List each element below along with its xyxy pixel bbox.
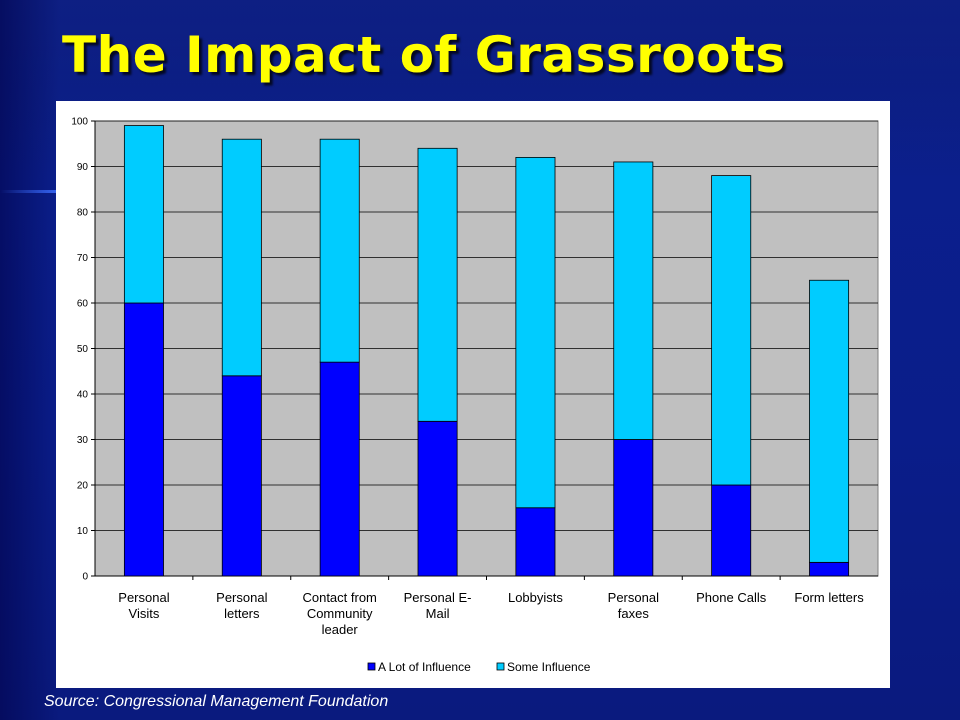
y-tick-label: 50: [77, 344, 89, 355]
bar-a-lot-of-influence: [123, 302, 164, 577]
y-tick-label: 0: [82, 572, 88, 583]
y-tick-label: 100: [71, 117, 88, 128]
legend-label: Some Influence: [507, 660, 591, 674]
stacked-bar-chart: 0102030405060708090100PersonalVisitsPers…: [71, 117, 879, 674]
x-category-label: leader: [322, 622, 359, 637]
x-category-label: Phone Calls: [696, 590, 767, 605]
legend-swatch: [496, 662, 505, 671]
bar-some-influence: [417, 147, 458, 422]
bar-a-lot-of-influence: [809, 561, 850, 577]
legend-swatch: [367, 662, 376, 671]
y-tick-label: 90: [77, 162, 89, 173]
y-tick-label: 80: [77, 208, 89, 219]
x-category-label: Visits: [129, 606, 160, 621]
bar-a-lot-of-influence: [515, 507, 556, 577]
slide-title: The Impact of Grassroots: [62, 26, 786, 84]
bar-some-influence: [515, 157, 556, 509]
y-tick-label: 20: [77, 481, 89, 492]
x-category-label: faxes: [618, 606, 650, 621]
y-tick-label: 10: [77, 526, 89, 537]
source-note: Source: Congressional Management Foundat…: [44, 693, 389, 710]
x-category-label: Personal: [216, 590, 267, 605]
x-category-label: Lobbyists: [508, 590, 563, 605]
x-category-label: Form letters: [794, 590, 864, 605]
chart-container: 0 10 20 30 40 50 60 70 80 90 100 Personal Visits Pers…: [56, 101, 890, 688]
bar-some-influence: [809, 279, 850, 563]
x-category-label: Personal: [608, 590, 659, 605]
bar-some-influence: [123, 125, 164, 304]
legend-label: A Lot of Influence: [378, 660, 471, 674]
x-category-label: Personal: [118, 590, 169, 605]
y-tick-label: 60: [77, 299, 89, 310]
bar-a-lot-of-influence: [319, 361, 360, 577]
decorative-line: [0, 190, 60, 193]
x-category-label: Personal E-: [404, 590, 472, 605]
bar-a-lot-of-influence: [417, 420, 458, 577]
bar-a-lot-of-influence: [613, 439, 654, 577]
bar-a-lot-of-influence: [711, 484, 752, 577]
bar-a-lot-of-influence: [221, 375, 262, 577]
bar-some-influence: [613, 161, 654, 440]
x-category-label: Mail: [426, 606, 450, 621]
bar-some-influence: [711, 175, 752, 486]
x-category-label: Community: [307, 606, 373, 621]
y-tick-label: 70: [77, 253, 89, 264]
y-tick-label: 30: [77, 435, 89, 446]
x-category-label: Contact from: [302, 590, 376, 605]
bar-some-influence: [221, 138, 262, 377]
y-tick-label: 40: [77, 390, 89, 401]
x-category-label: letters: [224, 606, 260, 621]
bar-some-influence: [319, 138, 360, 363]
